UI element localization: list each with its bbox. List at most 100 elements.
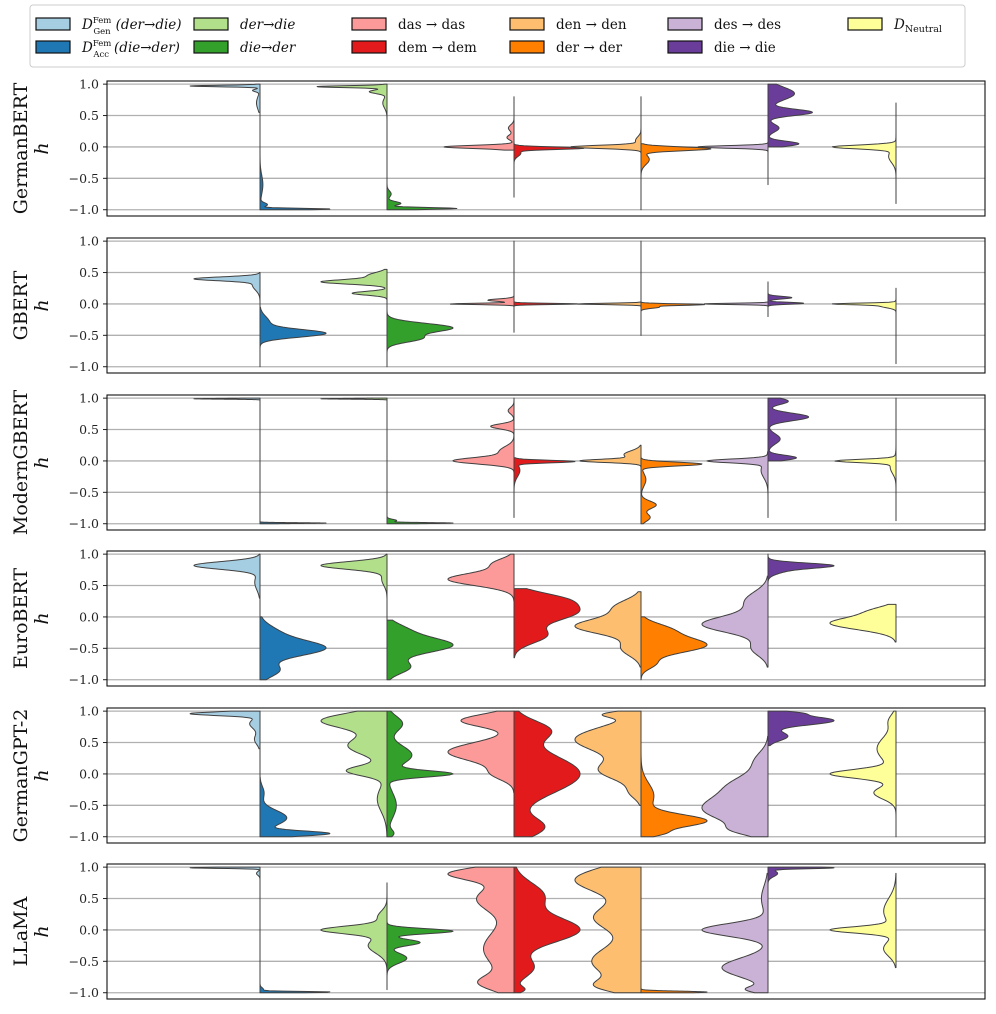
- violin-gen: [189, 866, 261, 896]
- y-tick-label: −1.0: [69, 359, 99, 374]
- y-tick-label: 0.0: [79, 609, 99, 624]
- violin-das: [443, 96, 515, 151]
- y-tick-label: −1.0: [69, 202, 99, 217]
- y-tick-label: 0.0: [79, 453, 99, 468]
- violin-die: [767, 397, 810, 462]
- model-label: GBERT: [10, 270, 32, 340]
- violin-dieder: [386, 149, 458, 211]
- violin-neutral: [832, 102, 897, 204]
- y-tick-label: −0.5: [69, 485, 99, 500]
- violin-den: [574, 591, 642, 668]
- legend-label-des: des → des: [714, 17, 781, 33]
- y-tick-label: −0.5: [69, 641, 99, 656]
- panel-frame: [106, 550, 986, 687]
- violin-die: [767, 710, 835, 747]
- violin-dem: [513, 457, 576, 518]
- legend-swatch-das: [351, 17, 387, 31]
- legend-label-acc: DFem Acc (die→der): [81, 39, 180, 60]
- violin-gen: [193, 553, 261, 599]
- y-tick-label: 1.0: [79, 547, 99, 562]
- y-tick-label: 0.5: [79, 265, 99, 280]
- legend-swatch-derdie: [193, 17, 229, 31]
- violin-derdie: [320, 397, 388, 401]
- violin-dieder: [386, 710, 454, 838]
- violin-den: [579, 444, 642, 468]
- y-axis-label: h: [31, 612, 53, 624]
- y-tick-label: 1.0: [79, 77, 99, 92]
- violin-dieder: [386, 619, 454, 681]
- violin-den: [574, 866, 642, 994]
- violin-dem: [513, 710, 581, 838]
- violin-derdie: [320, 882, 388, 975]
- legend-swatch-die: [667, 40, 703, 54]
- legend-swatch-neutral: [847, 17, 883, 31]
- legend-label-die: die → die: [714, 40, 776, 56]
- legend-label-derdie: der→die: [240, 17, 295, 33]
- legend-label-gen: DFem Gen (der→die): [81, 16, 182, 37]
- y-tick-label: 1.0: [79, 704, 99, 719]
- violin-den: [574, 710, 642, 806]
- violin-dieder: [386, 306, 454, 368]
- legend-entry-acc: DFem Acc (die→der): [35, 39, 180, 60]
- y-tick-label: 0.5: [79, 891, 99, 906]
- y-tick-label: 1.0: [79, 234, 99, 249]
- violin-dem: [513, 297, 578, 333]
- violin-dem: [513, 866, 581, 994]
- y-tick-label: −0.5: [69, 328, 99, 343]
- violin-dieder: [386, 515, 454, 525]
- y-axis-label: h: [31, 769, 53, 781]
- y-tick-label: −0.5: [69, 954, 99, 969]
- panel-frame: [106, 80, 986, 217]
- violin-neutral: [829, 872, 897, 969]
- y-tick-label: 0.5: [79, 735, 99, 750]
- y-tick-label: 0.0: [79, 139, 99, 154]
- y-tick-label: 0.0: [79, 766, 99, 781]
- violin-das: [447, 710, 515, 794]
- violin-den: [577, 240, 642, 317]
- legend-entry-das: das → das: [351, 17, 465, 33]
- legend-frame: [29, 4, 966, 68]
- model-label: GermanGPT-2: [10, 709, 32, 843]
- violin-die: [767, 866, 835, 887]
- model-label: EuroBERT: [10, 568, 32, 669]
- violin-des: [701, 872, 769, 994]
- panel-llama: −1.0 −0.5 0.0 0.5 1.0 LLaMA h: [10, 860, 986, 1000]
- violin-der: [640, 457, 703, 525]
- legend-label-der: der → der: [556, 40, 623, 56]
- violin-der: [640, 982, 708, 994]
- violin-der: [640, 742, 708, 838]
- violin-die: [767, 281, 805, 317]
- violin-die: [767, 553, 835, 587]
- model-label: LLaMA: [10, 896, 32, 966]
- y-tick-label: 0.0: [79, 296, 99, 311]
- y-axis-label: h: [31, 925, 53, 937]
- violin-gen: [193, 272, 261, 302]
- y-tick-label: 1.0: [79, 391, 99, 406]
- violin-gen: [189, 710, 261, 750]
- violin-der: [640, 143, 712, 211]
- legend-swatch-der: [509, 40, 545, 54]
- y-tick-label: −1.0: [69, 516, 99, 531]
- legend-entry-dieder: die→der: [193, 40, 297, 56]
- violin-das: [450, 240, 515, 317]
- legend-label-den: den → den: [556, 17, 627, 33]
- legend-swatch-den: [509, 17, 545, 31]
- panel-germanbert: −1.0 −0.5 0.0 0.5 1.0 GermanBERT h: [10, 77, 986, 217]
- y-axis-label: h: [31, 299, 53, 311]
- violin-acc: [259, 306, 327, 368]
- violin-acc: [259, 935, 331, 994]
- violin-derdie: [320, 268, 388, 302]
- panel-frame: [106, 394, 986, 531]
- violin-den: [570, 96, 642, 154]
- violin-neutral: [832, 287, 897, 365]
- legend-entry-der: der → der: [509, 40, 623, 56]
- legend-swatch-dem: [351, 40, 387, 54]
- panel-germangpt-2: −1.0 −0.5 0.0 0.5 1.0 GermanGPT-2 h: [10, 704, 986, 844]
- violin-neutral: [829, 710, 897, 838]
- violin-derdie: [320, 710, 388, 838]
- violin-des: [701, 575, 769, 668]
- panel-moderngbert: −1.0 −0.5 0.0 0.5 1.0 ModernGBERT h: [10, 390, 986, 535]
- violin-dem: [513, 143, 585, 198]
